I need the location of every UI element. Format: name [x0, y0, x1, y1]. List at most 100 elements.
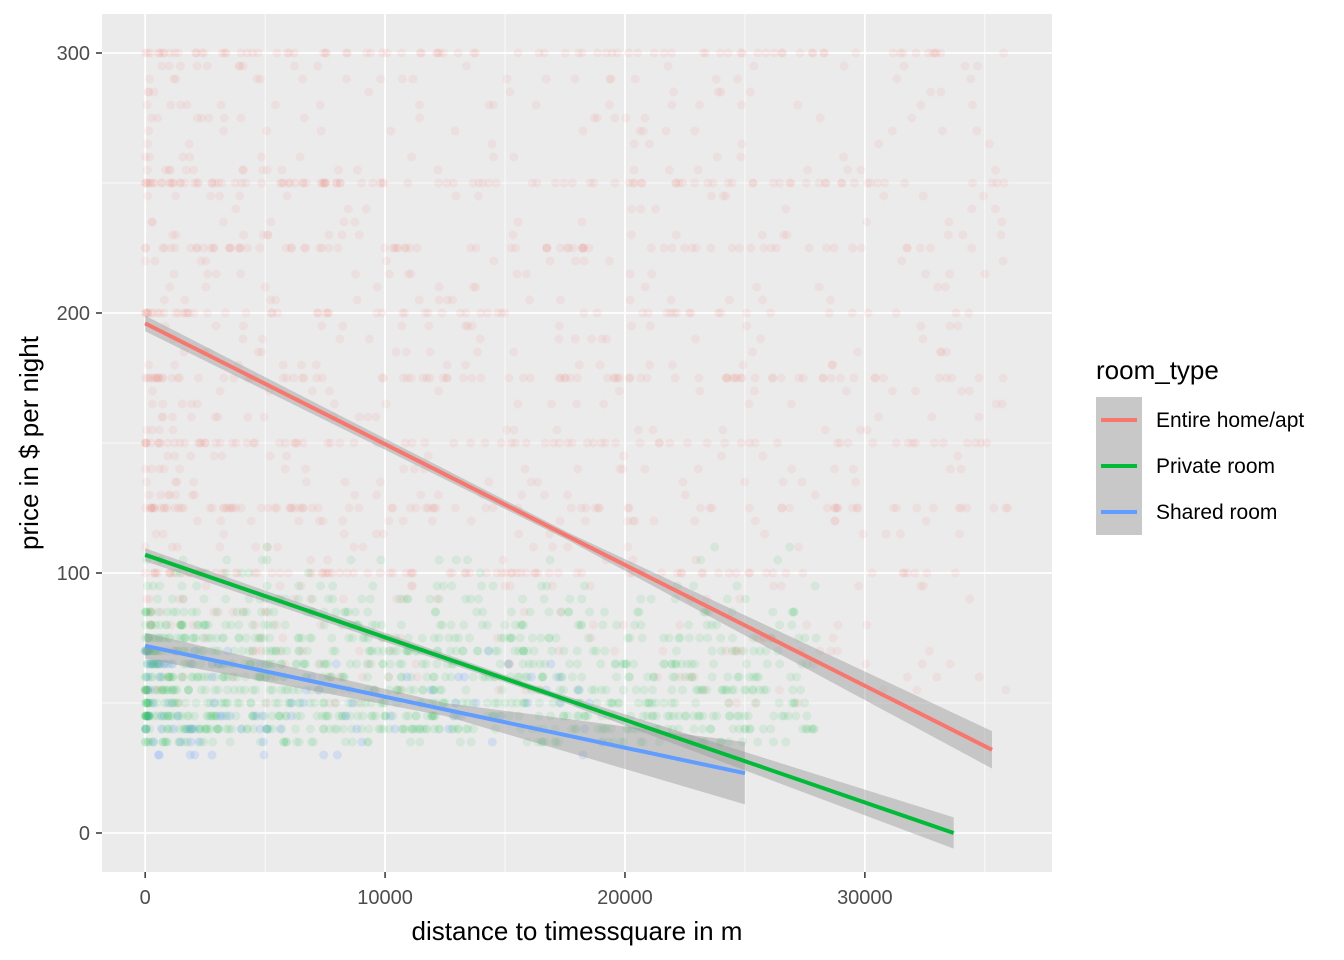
data-point [301, 685, 311, 695]
data-point [513, 217, 523, 227]
data-point [200, 724, 210, 734]
data-point [504, 659, 514, 669]
data-point [214, 607, 224, 617]
data-point [611, 438, 621, 448]
data-point [207, 178, 217, 188]
data-point [186, 724, 196, 734]
data-point [716, 737, 726, 747]
data-point [160, 165, 170, 175]
data-point [176, 737, 186, 747]
data-point [141, 633, 151, 643]
data-point [190, 724, 200, 734]
data-point [154, 672, 164, 682]
data-point [902, 672, 912, 682]
data-point [736, 152, 746, 162]
data-point [319, 750, 329, 760]
data-point [143, 191, 153, 201]
data-point [208, 737, 218, 747]
data-point [286, 711, 296, 721]
data-point [637, 178, 647, 188]
data-point [723, 48, 733, 58]
data-point [811, 633, 821, 643]
data-point [573, 48, 583, 58]
data-point [275, 724, 285, 734]
data-point [148, 659, 158, 669]
data-point [264, 724, 274, 734]
data-point [530, 568, 540, 578]
data-point [263, 230, 273, 240]
data-point [625, 269, 635, 279]
data-point [567, 438, 577, 448]
data-point [149, 685, 159, 695]
data-point [172, 542, 182, 552]
data-point [671, 178, 681, 188]
data-point [226, 620, 236, 630]
data-point [172, 711, 182, 721]
data-point [161, 620, 171, 630]
data-point [737, 139, 747, 149]
data-point [235, 243, 245, 253]
data-point [158, 672, 168, 682]
data-point [331, 698, 341, 708]
data-point [145, 74, 155, 84]
data-point [814, 282, 824, 292]
data-point [318, 178, 328, 188]
data-point [606, 724, 616, 734]
data-point [225, 243, 235, 253]
data-point [175, 464, 185, 474]
data-point [475, 568, 485, 578]
data-point [292, 659, 302, 669]
data-point [936, 48, 946, 58]
data-point [397, 659, 407, 669]
data-point [270, 503, 280, 513]
data-point [166, 672, 176, 682]
data-point [853, 347, 863, 357]
data-point [344, 503, 354, 513]
data-point [182, 711, 192, 721]
data-point [232, 698, 242, 708]
data-point [378, 659, 388, 669]
data-point [327, 633, 337, 643]
data-point [958, 230, 968, 240]
data-point [739, 685, 749, 695]
data-point [378, 178, 388, 188]
data-point [271, 646, 281, 656]
data-point [480, 438, 490, 448]
data-point [255, 243, 265, 253]
data-point [275, 711, 285, 721]
data-point [305, 594, 315, 604]
data-point [186, 672, 196, 682]
data-point [335, 178, 345, 188]
data-point [385, 568, 395, 578]
data-point [718, 425, 728, 435]
data-point [192, 516, 202, 526]
data-point [370, 711, 380, 721]
data-point [674, 178, 684, 188]
data-point [593, 724, 603, 734]
data-point [647, 685, 657, 695]
data-point [581, 503, 591, 513]
data-point [641, 698, 651, 708]
data-point [604, 100, 614, 110]
data-point [406, 373, 416, 383]
data-point [168, 425, 178, 435]
data-point [724, 698, 734, 708]
data-point [378, 48, 388, 58]
data-point [421, 503, 431, 513]
data-point [178, 594, 188, 604]
data-point [341, 74, 351, 84]
data-point [179, 633, 189, 643]
data-point [827, 360, 837, 370]
data-point [252, 74, 262, 84]
data-point [215, 711, 225, 721]
data-point [190, 490, 200, 500]
data-point [146, 620, 156, 630]
data-point [302, 646, 312, 656]
data-point [936, 347, 946, 357]
data-point [822, 243, 832, 253]
data-point [667, 698, 677, 708]
data-point [177, 581, 187, 591]
data-point [908, 438, 918, 448]
data-point [482, 698, 492, 708]
data-point [555, 698, 565, 708]
